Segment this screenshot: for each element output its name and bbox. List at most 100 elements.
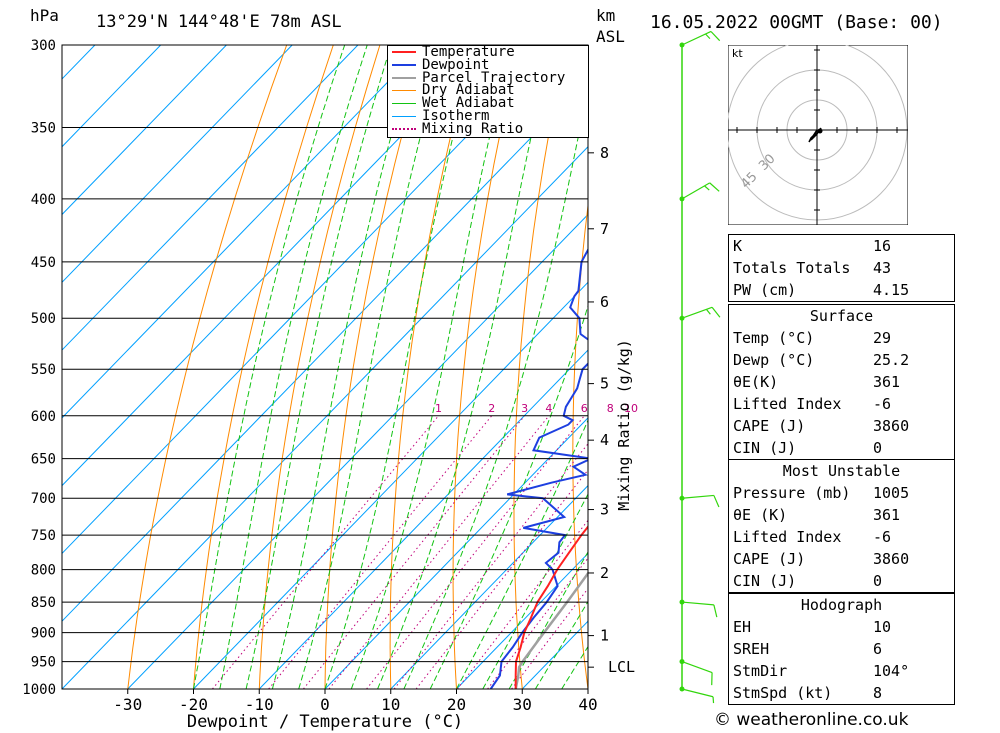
- wind-barb-staff: [681, 688, 714, 698]
- chart-legend: Temperature Dewpoint Parcel Trajectory D…: [387, 45, 589, 138]
- index-key: StmSpd (kt): [733, 684, 833, 702]
- x-axis-title: Dewpoint / Temperature (°C): [187, 712, 463, 732]
- isotherm-line: [0, 45, 29, 689]
- index-key: Lifted Index: [733, 395, 842, 413]
- altitude-tick-label: 7: [600, 220, 609, 238]
- index-row: CIN (J) 0: [729, 570, 954, 592]
- index-row: EH 10: [729, 616, 954, 638]
- index-key: Totals Totals: [733, 259, 851, 277]
- asl-unit-label: ASL: [596, 27, 625, 46]
- station-location: 13°29'N 144°48'E 78m ASL: [96, 12, 342, 32]
- storm-motion-dot: [817, 128, 823, 134]
- wet-adiabat-line: [193, 45, 346, 689]
- index-value: 10: [873, 618, 892, 636]
- pressure-tick-label: 650: [31, 452, 56, 468]
- index-row: Lifted Index -6: [729, 393, 954, 415]
- pressure-tick-label: 950: [31, 655, 56, 671]
- pressure-tick-label: 700: [31, 491, 56, 507]
- wind-barb-flag: [713, 604, 718, 618]
- index-row: θE(K) 361: [729, 371, 954, 393]
- pressure-tick-label: 350: [31, 120, 56, 136]
- dry-adiabat-line: [513, 45, 567, 689]
- wind-barb-staff: [681, 601, 714, 606]
- index-key: StmDir: [733, 662, 788, 680]
- index-value: 104°: [873, 662, 910, 680]
- index-value: -6: [873, 395, 892, 413]
- legend-item: Dry Adiabat: [388, 84, 588, 97]
- general-indices-table: K 16 Totals Totals 43 PW (cm) 4.15: [728, 234, 955, 302]
- index-value: 0: [873, 572, 883, 590]
- dry-adiabat-line: [258, 45, 381, 689]
- altitude-tick-label: 1: [600, 627, 609, 645]
- pressure-tick-label: 750: [31, 528, 56, 544]
- wind-barb-staff: [681, 306, 713, 319]
- index-row: CAPE (J) 3860: [729, 548, 954, 570]
- x-tick-label: -10: [245, 695, 274, 714]
- isotherm-line: [62, 45, 293, 284]
- km-unit-label: km: [596, 6, 616, 25]
- section-title: Surface: [809, 307, 874, 325]
- index-value: 361: [873, 506, 901, 524]
- legend-item: Mixing Ratio: [388, 122, 588, 136]
- index-row: θE (K) 361: [729, 504, 954, 526]
- mixing-ratio-line: [511, 587, 588, 689]
- legend-item: Temperature: [388, 45, 588, 59]
- mixing-ratio-line: [328, 415, 550, 689]
- hodograph-frame: [728, 45, 908, 225]
- pressure-unit-label: hPa: [30, 6, 59, 25]
- wet-adiabat-line: [508, 550, 588, 689]
- dewpoint-line: [489, 247, 588, 689]
- index-key: CAPE (J): [733, 417, 806, 435]
- index-row: Temp (°C) 29: [729, 327, 954, 349]
- index-value: 16: [873, 237, 892, 255]
- wet-adiabat-line: [403, 88, 588, 689]
- surface-table: Surface Temp (°C) 29 Dewp (°C) 25.2 θE(K) 3…: [728, 304, 955, 460]
- mixing-ratio-line: [366, 415, 585, 689]
- wind-barb-half-flag: [705, 308, 711, 315]
- legend-item: Parcel Trajectory: [388, 71, 588, 84]
- pressure-tick-label: 300: [31, 38, 56, 54]
- index-value: 6: [873, 640, 883, 658]
- wind-barb-flag: [709, 182, 720, 192]
- altitude-tick-label: 8: [600, 144, 609, 162]
- index-value: 29: [873, 329, 892, 347]
- mixing-ratio-label: 8: [607, 402, 614, 415]
- index-value: 8: [873, 684, 883, 702]
- index-row: CAPE (J) 3860: [729, 415, 954, 437]
- index-key: K: [733, 237, 743, 255]
- isotherm-line: [127, 213, 588, 689]
- wet-adiabat-line: [298, 45, 446, 689]
- index-row: Pressure (mb) 1005: [729, 482, 954, 504]
- mixing-ratio-label: 10: [624, 402, 638, 415]
- wet-adiabat-line: [482, 493, 588, 689]
- index-key: EH: [733, 618, 752, 636]
- wind-barb-half-flag: [704, 185, 710, 191]
- index-key: Lifted Index: [733, 528, 842, 546]
- index-value: -6: [873, 528, 892, 546]
- wind-barb-half-flag: [705, 33, 711, 40]
- altitude-tick-label: 5: [600, 375, 609, 393]
- index-row: StmSpd (kt) 8: [729, 682, 954, 704]
- pressure-tick-label: 1000: [22, 682, 56, 698]
- forecast-datetime: 16.05.2022 00GMT (Base: 00): [650, 12, 943, 33]
- legend-item: Isotherm: [388, 109, 588, 123]
- altitude-tick-label: LCL: [608, 658, 635, 676]
- hodograph-table: Hodograph EH 10 SREH 6 StmDir 104° StmSpd (…: [728, 593, 955, 705]
- index-row: Totals Totals 43: [729, 257, 954, 279]
- index-key: CAPE (J): [733, 550, 806, 568]
- isotherm-line: [62, 146, 588, 689]
- dry-adiabat-line: [324, 45, 427, 689]
- index-row: CIN (J) 0: [729, 437, 954, 459]
- altitude-tick-label: 3: [600, 501, 609, 519]
- mixing-ratio-line: [415, 469, 588, 689]
- dry-adiabat-line: [389, 45, 474, 689]
- isotherm-line: [258, 349, 588, 689]
- copyright-link[interactable]: © weatheronline.co.uk: [714, 710, 909, 730]
- index-key: θE(K): [733, 373, 779, 391]
- pressure-tick-label: 500: [31, 311, 56, 327]
- mixing-ratio-label: 3: [521, 402, 528, 415]
- x-tick-label: 0: [320, 695, 330, 714]
- pressure-tick-label: 400: [31, 192, 56, 208]
- wind-barb-staff: [681, 660, 713, 674]
- isotherm-line: [390, 484, 588, 689]
